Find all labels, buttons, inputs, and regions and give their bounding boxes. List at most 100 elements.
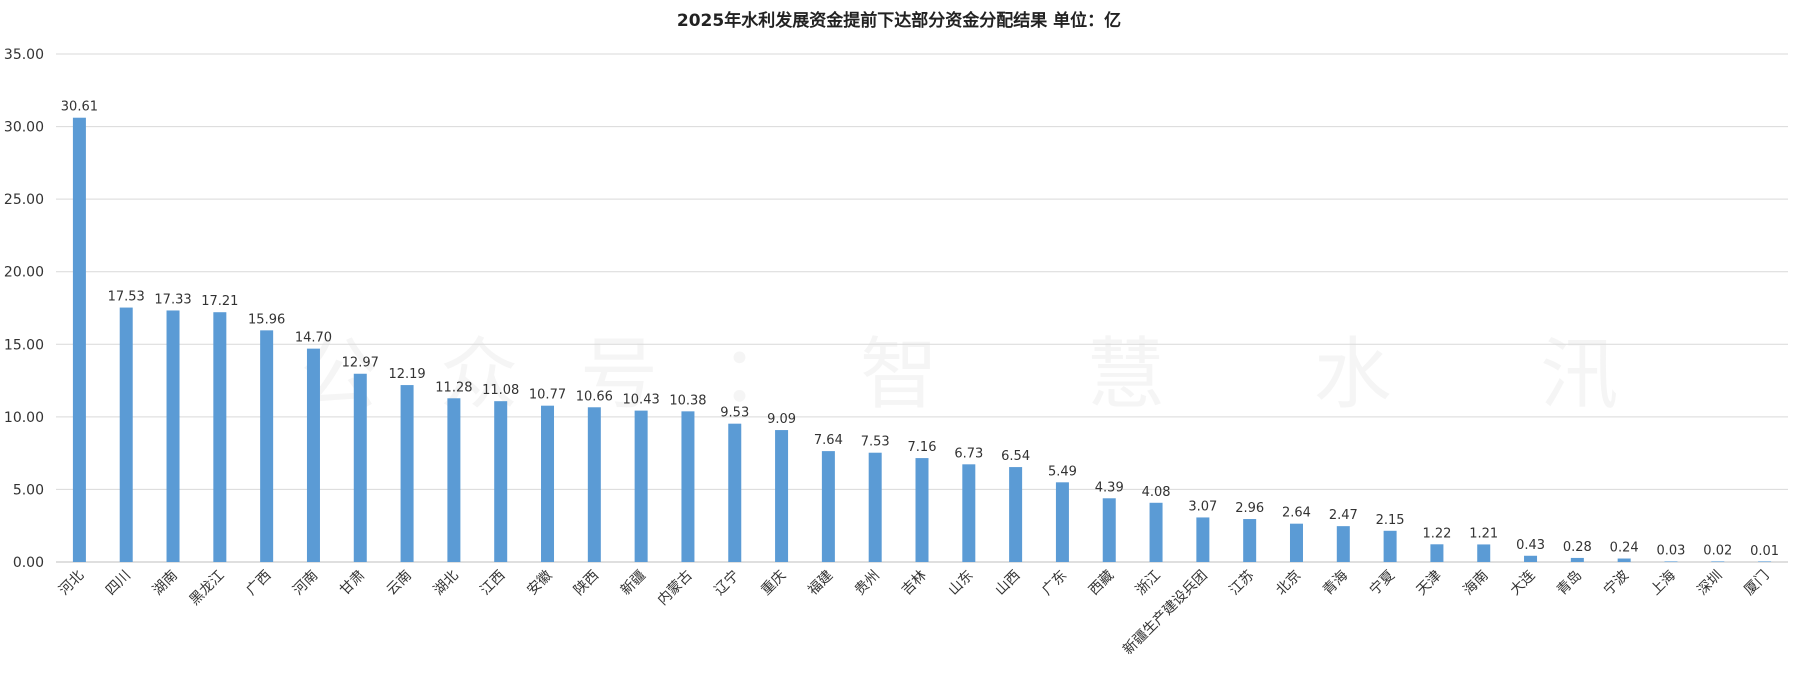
bar xyxy=(1570,557,1584,562)
data-label: 0.01 xyxy=(1750,544,1779,559)
bar xyxy=(1524,555,1538,562)
x-tick-label: 山东 xyxy=(946,568,977,599)
bar xyxy=(1009,467,1023,562)
x-tick-label: 黑龙江 xyxy=(187,568,228,609)
data-label: 15.96 xyxy=(248,312,285,327)
data-label: 3.07 xyxy=(1188,499,1217,514)
data-label: 11.08 xyxy=(482,383,519,398)
bar xyxy=(1336,526,1350,562)
x-tick-label: 辽宁 xyxy=(711,567,743,599)
bar xyxy=(1289,523,1303,562)
x-tick-label: 厦门 xyxy=(1741,568,1772,599)
x-tick-label: 河南 xyxy=(290,568,321,599)
x-tick-label: 重庆 xyxy=(758,568,789,599)
data-label: 1.22 xyxy=(1422,526,1451,541)
data-label: 12.97 xyxy=(342,356,379,371)
bar xyxy=(587,407,601,562)
x-tick-label: 山西 xyxy=(992,568,1023,599)
x-tick-label: 上海 xyxy=(1648,568,1679,599)
x-tick-label: 内蒙古 xyxy=(655,568,696,609)
data-label: 10.43 xyxy=(623,393,660,408)
bar xyxy=(1430,544,1444,562)
y-tick-label: 25.00 xyxy=(4,192,44,208)
bar xyxy=(1055,482,1069,562)
data-label: 9.53 xyxy=(720,406,749,421)
data-label: 0.43 xyxy=(1516,538,1545,553)
data-label: 2.15 xyxy=(1376,513,1405,528)
x-tick-label: 宁波 xyxy=(1600,567,1632,599)
bar xyxy=(353,373,367,562)
bar xyxy=(728,423,742,562)
x-tick-label: 吉林 xyxy=(899,568,930,599)
bar xyxy=(775,430,789,562)
data-label: 2.96 xyxy=(1235,501,1264,516)
y-tick-label: 0.00 xyxy=(13,555,44,571)
bar xyxy=(494,401,508,562)
x-tick-label: 青岛 xyxy=(1554,568,1585,599)
bar xyxy=(915,458,929,562)
x-tick-label: 江苏 xyxy=(1226,568,1257,599)
x-tick-label: 湖南 xyxy=(150,568,181,599)
x-tick-label: 福建 xyxy=(805,568,836,599)
x-tick-label: 青海 xyxy=(1320,568,1351,599)
data-label: 10.66 xyxy=(576,389,613,404)
bar xyxy=(868,452,882,562)
data-label: 4.08 xyxy=(1142,485,1171,500)
x-tick-label: 广西 xyxy=(243,568,274,599)
data-label: 0.03 xyxy=(1656,544,1685,559)
bar xyxy=(681,411,695,562)
bar xyxy=(1617,558,1631,562)
bar xyxy=(260,330,274,562)
data-label: 0.28 xyxy=(1563,540,1592,555)
bar xyxy=(1102,498,1116,562)
data-label: 7.53 xyxy=(861,435,890,450)
y-tick-label: 20.00 xyxy=(4,265,44,281)
bar xyxy=(400,385,414,562)
data-label: 6.54 xyxy=(1001,449,1030,464)
y-tick-label: 30.00 xyxy=(4,120,44,136)
x-tick-label: 湖北 xyxy=(431,568,462,599)
x-tick-label: 北京 xyxy=(1273,568,1304,599)
y-tick-label: 35.00 xyxy=(4,47,44,63)
bar xyxy=(1196,517,1210,562)
x-tick-label: 陕西 xyxy=(571,568,602,599)
x-tick-label: 广东 xyxy=(1039,568,1070,599)
x-tick-label: 大连 xyxy=(1507,568,1538,599)
bar xyxy=(166,310,180,562)
data-label: 17.53 xyxy=(108,290,145,305)
bar xyxy=(1664,561,1678,562)
bar xyxy=(1711,561,1725,562)
x-tick-label: 西藏 xyxy=(1086,568,1117,599)
data-label: 6.73 xyxy=(954,446,983,461)
y-tick-label: 15.00 xyxy=(4,337,44,353)
data-label: 11.28 xyxy=(435,380,472,395)
bar xyxy=(1149,502,1163,562)
x-tick-label: 贵州 xyxy=(852,568,883,599)
x-tick-label: 浙江 xyxy=(1133,568,1164,599)
bar xyxy=(1758,561,1772,562)
data-label: 10.77 xyxy=(529,388,566,403)
data-label: 7.16 xyxy=(908,440,937,455)
data-label: 0.02 xyxy=(1703,544,1732,559)
data-label: 7.64 xyxy=(814,433,843,448)
bar xyxy=(72,117,86,562)
x-tick-label: 安徽 xyxy=(524,568,555,599)
bar xyxy=(634,410,648,562)
data-label: 2.64 xyxy=(1282,506,1311,521)
bar xyxy=(119,307,133,562)
data-label: 12.19 xyxy=(388,367,425,382)
bar xyxy=(447,398,461,562)
bar xyxy=(821,451,835,562)
chart-title: 2025年水利发展资金提前下达部分资金分配结果 单位：亿 xyxy=(676,11,1122,31)
data-label: 14.70 xyxy=(295,331,332,346)
data-label: 0.24 xyxy=(1610,541,1639,556)
bar xyxy=(962,464,976,562)
x-tick-label: 新疆 xyxy=(618,568,649,599)
data-label: 30.61 xyxy=(61,100,98,115)
y-tick-label: 5.00 xyxy=(13,482,44,498)
data-label: 9.09 xyxy=(767,412,796,427)
data-label: 10.38 xyxy=(669,393,706,408)
data-label: 2.47 xyxy=(1329,508,1358,523)
x-tick-label: 海南 xyxy=(1460,568,1491,599)
